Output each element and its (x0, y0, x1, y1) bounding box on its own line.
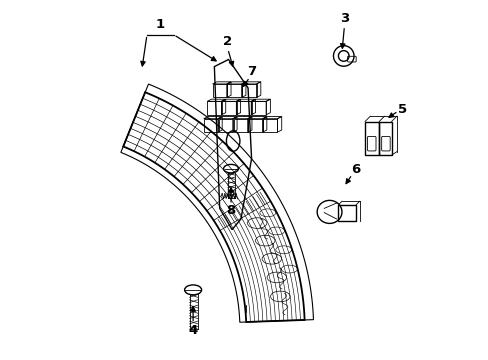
Text: 6: 6 (350, 163, 360, 176)
Text: 5: 5 (397, 103, 407, 116)
Text: 7: 7 (246, 65, 256, 78)
Text: 3: 3 (339, 12, 348, 25)
Text: 2: 2 (223, 35, 232, 48)
Text: 8: 8 (226, 204, 235, 217)
Text: 4: 4 (188, 324, 197, 337)
Text: 1: 1 (156, 18, 165, 31)
